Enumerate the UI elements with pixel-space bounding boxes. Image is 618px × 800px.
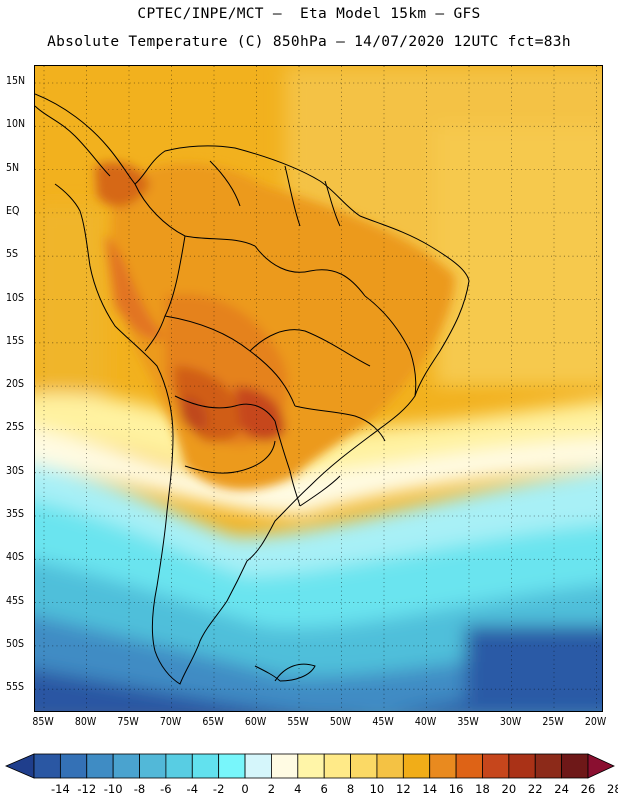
colorbar-segment xyxy=(455,753,483,779)
colorbar-tick-label: -12 xyxy=(77,782,97,796)
lat-label: 30S xyxy=(6,464,25,477)
colorbar-segment xyxy=(271,753,299,779)
lon-label: 45W xyxy=(372,716,394,728)
colorbar-tick-label: 18 xyxy=(475,782,490,796)
graticule xyxy=(35,66,602,711)
colorbar-segment xyxy=(86,753,114,779)
colorbar-tick-label: -6 xyxy=(160,782,172,796)
lon-label: 55W xyxy=(287,716,309,728)
colorbar-segment xyxy=(350,753,378,779)
colorbar-tick-label: 8 xyxy=(346,782,355,796)
lon-label: 20W xyxy=(584,716,607,728)
colorbar-min-arrow xyxy=(4,753,35,779)
colorbar-tick-label: 2 xyxy=(267,782,276,796)
map-subtitle: Absolute Temperature (C) 850hPa – 14/07/… xyxy=(47,34,571,50)
lon-label: 80W xyxy=(74,716,97,728)
colorbar-segment xyxy=(244,753,272,779)
colorbar-segment xyxy=(139,753,167,779)
lat-label: 10N xyxy=(6,118,26,131)
map-title: CPTEC/INPE/MCT – Eta Model 15km – GFS xyxy=(137,6,481,22)
colorbar-tick-label: -14 xyxy=(50,782,70,796)
lon-label: 85W xyxy=(32,716,54,728)
colorbar-tick-label: 12 xyxy=(396,782,411,796)
colorbar-tick-label: 4 xyxy=(294,782,302,796)
lon-label: 60W xyxy=(244,716,267,728)
colorbar-segment xyxy=(218,753,246,779)
colorbar-tick-label: -4 xyxy=(186,782,199,796)
coastlines xyxy=(35,93,470,685)
lat-label: 55S xyxy=(6,681,25,694)
lat-label: 45S xyxy=(6,594,25,607)
lat-label: 20S xyxy=(6,378,25,391)
colorbar-tick-label: 20 xyxy=(501,782,517,796)
colorbar-segment xyxy=(402,753,431,779)
lon-label: 30W xyxy=(499,716,522,728)
lon-label: 40W xyxy=(414,716,437,728)
colorbar-tick-label: 24 xyxy=(554,782,569,796)
colorbar-tick-label: 28 xyxy=(607,782,618,796)
lat-label: EQ xyxy=(6,204,20,217)
colorbar-segment xyxy=(429,753,457,779)
colorbar-max-arrow xyxy=(587,753,615,779)
colorbar-segment xyxy=(165,753,193,779)
colorbar-segment xyxy=(191,753,220,779)
colorbar-segment xyxy=(297,753,325,779)
colorbar-tick-label: -8 xyxy=(133,782,146,796)
lat-label: 10S xyxy=(6,291,25,304)
colorbar-tick-label: -10 xyxy=(103,782,123,796)
lat-label: 5S xyxy=(6,248,19,261)
lat-label: 50S xyxy=(6,637,25,650)
temperature-map xyxy=(34,65,603,712)
colorbar-tick-label: 6 xyxy=(320,782,328,796)
colorbar-tick-label: 16 xyxy=(448,782,464,796)
colorbar-tick-label: -2 xyxy=(212,782,225,796)
lat-label: 40S xyxy=(6,551,25,564)
lat-label: 5N xyxy=(6,161,20,174)
lon-label: 65W xyxy=(202,716,224,728)
colorbar xyxy=(4,753,615,779)
colorbar-segment xyxy=(561,753,589,779)
colorbar-segment xyxy=(33,753,61,779)
colorbar-segment xyxy=(323,753,351,779)
colorbar-tick-label: 10 xyxy=(369,782,385,796)
lon-label: 75W xyxy=(117,716,139,728)
colorbar-segment xyxy=(482,753,510,779)
lat-label: 25S xyxy=(6,421,25,434)
lon-label: 25W xyxy=(542,716,564,728)
colorbar-segment xyxy=(508,753,536,779)
colorbar-tick-label: 14 xyxy=(422,782,438,796)
lon-label: 70W xyxy=(159,716,182,728)
colorbar-segment xyxy=(534,753,563,779)
colorbar-tick-label: 22 xyxy=(527,782,543,796)
lon-label: 35W xyxy=(457,716,479,728)
temperature-field xyxy=(35,66,602,711)
lon-label: 50W xyxy=(329,716,352,728)
lat-label: 15N xyxy=(6,75,26,87)
colorbar-segment xyxy=(112,753,140,779)
colorbar-tick-label: 26 xyxy=(580,782,596,796)
field-land-warm xyxy=(95,162,455,490)
lat-label: 35S xyxy=(6,508,25,520)
colorbar-segment xyxy=(376,753,404,779)
colorbar-segment xyxy=(59,753,88,779)
colorbar-tick-label: 0 xyxy=(241,782,249,796)
lat-label: 15S xyxy=(6,334,25,347)
